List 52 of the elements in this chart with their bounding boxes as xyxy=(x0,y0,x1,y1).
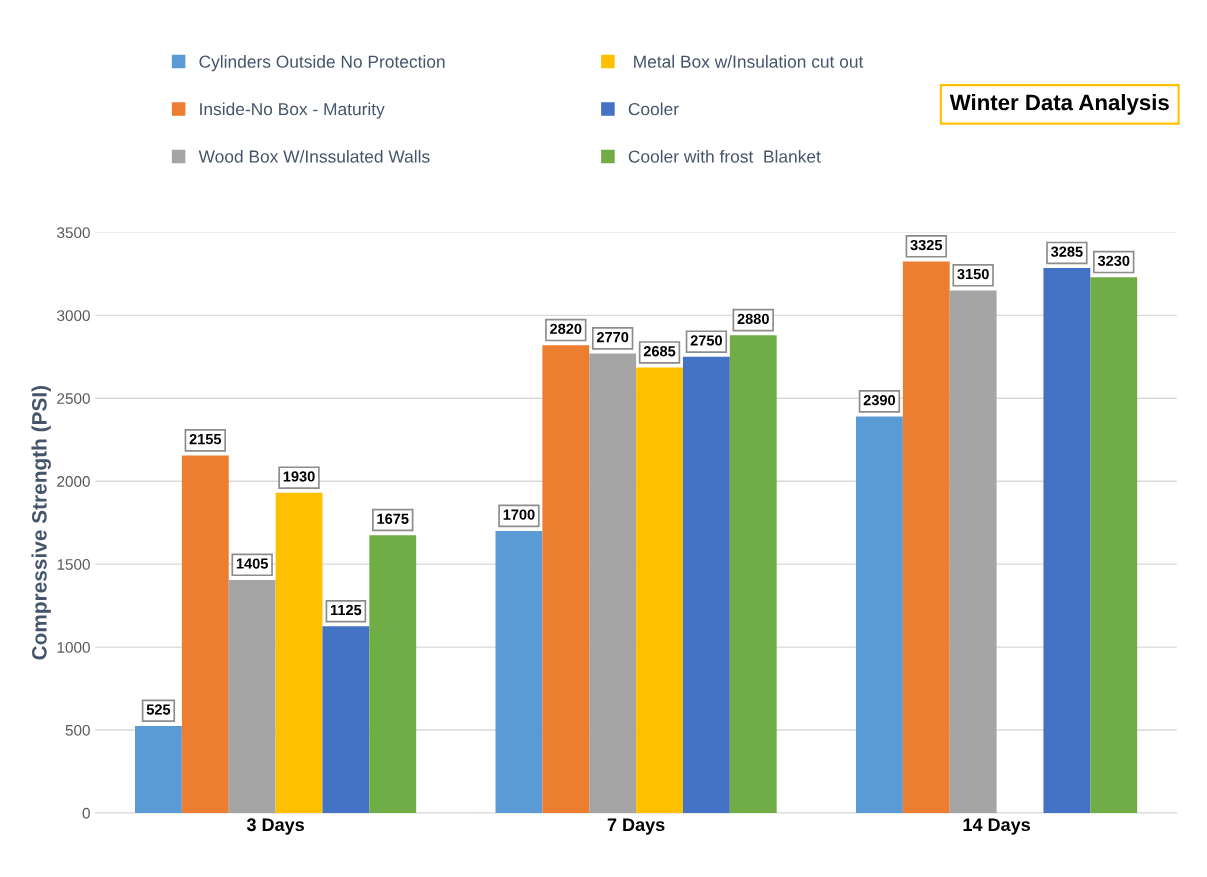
legend-label: Metal Box w/Insulation cut out xyxy=(634,55,864,68)
y-tick-label: 2000 xyxy=(57,476,90,487)
bar xyxy=(322,626,370,813)
bar xyxy=(1090,277,1138,813)
data-label: 3150 xyxy=(957,268,989,280)
chart-title: Winter Data Analysis xyxy=(949,94,1169,115)
data-label: 1405 xyxy=(236,558,268,569)
bar xyxy=(949,290,997,813)
data-label: 2750 xyxy=(690,335,723,346)
bar xyxy=(275,492,323,813)
legend-label: Wood Box W/Inssulated Walls xyxy=(198,149,430,163)
data-label: 3325 xyxy=(910,239,943,251)
bar xyxy=(682,356,730,813)
bar xyxy=(589,353,637,813)
legend-label: Cooler with frost Blanket xyxy=(628,149,821,163)
data-label: 1675 xyxy=(377,513,409,524)
bar xyxy=(135,725,182,813)
data-label: 2880 xyxy=(737,313,769,325)
legend-label: Cooler xyxy=(628,102,679,116)
bar xyxy=(369,535,417,813)
bar xyxy=(542,345,590,813)
y-tick-label: 3000 xyxy=(57,310,90,322)
y-axis-title: Compressive Strength (PSI) xyxy=(31,385,51,660)
bar xyxy=(636,367,683,813)
y-tick-label: 2500 xyxy=(57,393,90,404)
data-label: 3285 xyxy=(1050,246,1083,257)
y-tick-label: 500 xyxy=(65,724,90,736)
data-label: 2390 xyxy=(863,394,896,406)
y-tick-label: 3500 xyxy=(57,227,90,239)
data-label: 525 xyxy=(146,704,171,715)
data-label: 1700 xyxy=(503,509,535,520)
bar xyxy=(902,261,950,813)
data-label: 1930 xyxy=(283,471,315,482)
y-tick-label: 0 xyxy=(82,807,90,819)
data-label: 2770 xyxy=(596,331,629,343)
x-tick-label: 7 Days xyxy=(607,818,665,835)
y-tick-label: 1000 xyxy=(57,641,90,653)
bar xyxy=(228,579,276,813)
y-tick-label: 1500 xyxy=(57,559,90,570)
bar xyxy=(729,335,777,813)
x-tick-label: 14 Days xyxy=(963,818,1030,835)
x-tick-label: 3 Days xyxy=(246,818,304,835)
data-label: 3230 xyxy=(1097,255,1130,266)
data-label: 2155 xyxy=(189,433,222,445)
bar xyxy=(1043,268,1091,813)
legend-label: Inside-No Box - Maturity xyxy=(200,102,385,119)
data-label: 2820 xyxy=(550,323,582,334)
bar xyxy=(855,416,903,813)
data-label: 2685 xyxy=(643,346,676,357)
legend-label: Cylinders Outside No Protection xyxy=(199,55,445,72)
data-label: 1125 xyxy=(330,604,362,616)
bar xyxy=(181,455,229,813)
